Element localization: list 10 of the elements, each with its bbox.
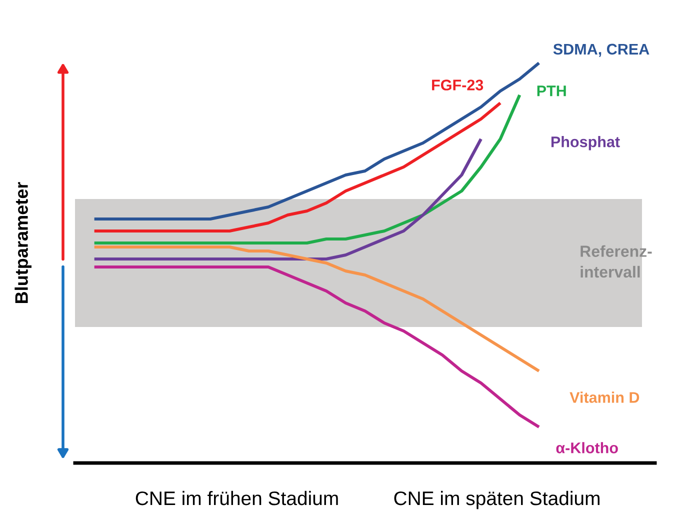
text: CNE im frühen Stadium: [136, 490, 338, 506]
band-label: Referenz- intervall: [580, 245, 652, 278]
series-label: α-Klotho: [556, 442, 618, 454]
series-label: SDMA, CREA: [553, 44, 650, 57]
text: Vitamin D: [570, 392, 640, 403]
series-label: PTH: [537, 86, 566, 96]
text: CNE im späten Stadium: [394, 490, 600, 510]
text: Phosphat: [551, 136, 620, 150]
series-label: FGF-23: [432, 80, 484, 90]
y-axis-title: Blutparameter: [14, 182, 32, 303]
